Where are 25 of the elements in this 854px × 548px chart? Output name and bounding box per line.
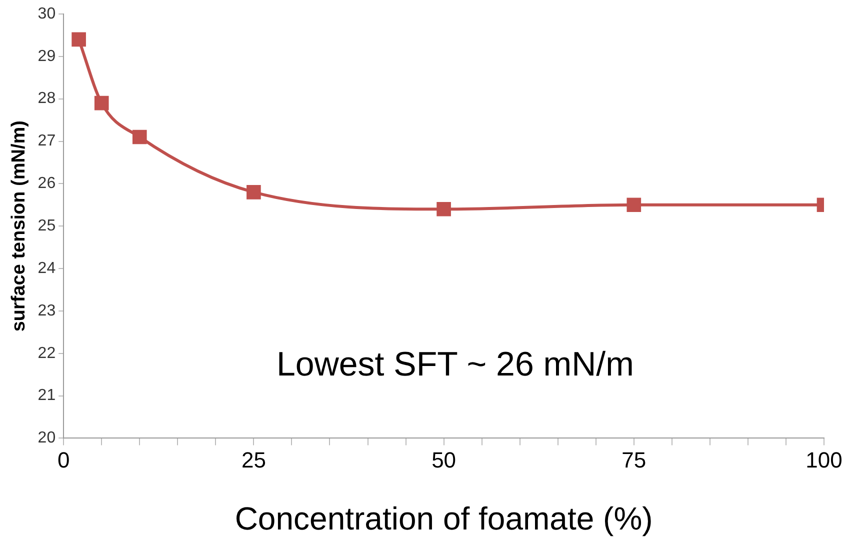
- y-tick-label: 20: [38, 430, 56, 447]
- point: [72, 32, 86, 47]
- y-tick-label: 27: [38, 132, 56, 150]
- x-tick-label: 75: [622, 447, 646, 472]
- x-tick-label: 100: [806, 447, 842, 472]
- y-tick-label: 22: [38, 344, 56, 362]
- y-tick-label: 25: [38, 218, 56, 235]
- x-tick-label: 0: [57, 447, 70, 472]
- y-tick-label: 28: [38, 90, 56, 108]
- point: [626, 198, 642, 212]
- y-tick-label: 26: [38, 175, 56, 192]
- point: [246, 185, 261, 200]
- point: [94, 96, 109, 110]
- x-tick-label: 50: [432, 447, 456, 472]
- y-tick-label: 24: [38, 260, 56, 277]
- annotation: Lowest SFT ~ 26 mN/m: [276, 345, 634, 384]
- y-tick-label: 30: [38, 5, 56, 22]
- point: [132, 130, 147, 144]
- x-tick-label: 25: [241, 447, 266, 472]
- y-tick-label: 29: [38, 48, 56, 65]
- x-axis-title: Concentration of foamate (%): [234, 500, 653, 537]
- point: [436, 202, 451, 216]
- y-tick-label: 23: [38, 302, 56, 320]
- y-axis-title: surface tension (mN/m): [8, 120, 30, 332]
- y-tick-label: 21: [38, 387, 56, 404]
